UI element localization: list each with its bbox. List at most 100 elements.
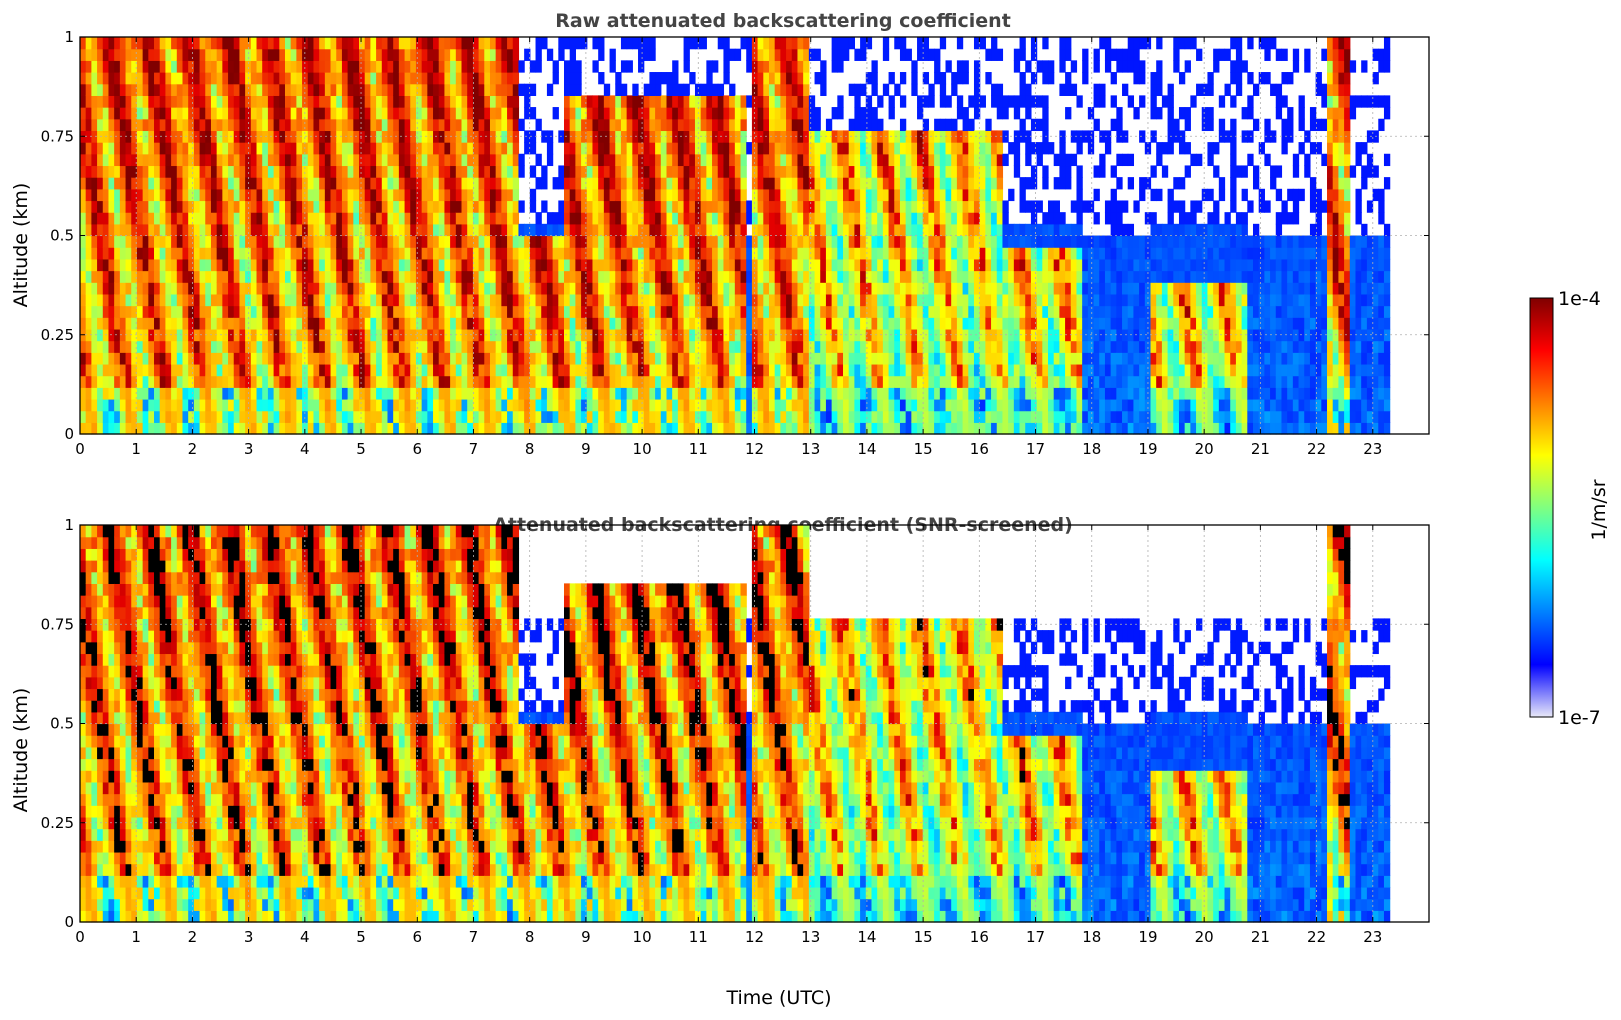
heatmap-cell — [706, 177, 713, 190]
heatmap-cell — [831, 177, 838, 190]
heatmap-cell — [222, 72, 229, 85]
heatmap-cell — [871, 317, 878, 330]
heatmap-cell — [717, 142, 725, 155]
heatmap-cell — [615, 130, 622, 143]
heatmap-cell — [677, 223, 685, 237]
heatmap-cell — [364, 165, 371, 178]
heatmap-cell — [193, 375, 201, 388]
heatmap-cell — [746, 247, 753, 260]
heatmap-cell — [843, 398, 850, 412]
heatmap-cell — [324, 375, 332, 388]
heatmap-cell — [552, 305, 559, 318]
heatmap-cell — [85, 258, 92, 272]
heatmap-cell — [233, 37, 241, 50]
heatmap-cell — [888, 142, 895, 155]
heatmap-cell — [803, 375, 810, 388]
heatmap-cell — [871, 375, 878, 388]
heatmap-cell — [626, 363, 633, 377]
heatmap-cell — [803, 212, 810, 225]
heatmap-cell — [410, 422, 417, 435]
heatmap-cell — [489, 398, 497, 412]
heatmap-cell — [740, 387, 747, 400]
heatmap-cell — [581, 328, 588, 342]
heatmap-cell — [450, 387, 457, 400]
heatmap-cell — [154, 118, 161, 132]
heatmap-cell — [768, 247, 776, 260]
heatmap-cell — [239, 375, 246, 388]
heatmap-cell — [581, 282, 588, 295]
heatmap-cell — [199, 165, 206, 178]
heatmap-cell — [882, 410, 890, 423]
heatmap-cell — [786, 410, 793, 423]
heatmap-cell — [313, 398, 320, 412]
heatmap-cell — [353, 305, 360, 318]
heatmap-cell — [245, 305, 252, 318]
heatmap-cell — [911, 293, 918, 307]
heatmap-cell — [501, 37, 508, 50]
heatmap-cell — [831, 142, 838, 155]
heatmap-cell — [495, 258, 502, 272]
heatmap-cell — [586, 363, 594, 377]
heatmap-cell — [774, 410, 781, 423]
heatmap-cell — [91, 188, 98, 202]
heatmap-cell — [165, 282, 172, 295]
heatmap-cell — [273, 142, 280, 155]
heatmap-cell — [706, 363, 713, 377]
heatmap-cell — [108, 387, 115, 400]
heatmap-cell — [911, 282, 918, 295]
heatmap-cell — [894, 235, 901, 248]
heatmap-cell — [273, 153, 280, 167]
heatmap-cell — [615, 200, 622, 213]
heatmap-cell — [564, 317, 571, 330]
heatmap-cell — [672, 223, 679, 237]
heatmap-cell — [404, 153, 411, 167]
heatmap-cell — [245, 363, 252, 377]
heatmap-cell — [91, 317, 98, 330]
heatmap-cell — [655, 375, 662, 388]
heatmap-cell — [450, 72, 457, 85]
heatmap-cell — [387, 398, 394, 412]
heatmap-cell — [831, 282, 838, 295]
heatmap-cell — [712, 340, 719, 353]
heatmap-cell — [615, 387, 622, 400]
heatmap-cell — [114, 363, 121, 377]
heatmap-cell — [176, 352, 184, 365]
heatmap-cell — [638, 340, 645, 353]
heatmap-cell — [814, 48, 821, 61]
heatmap-cell — [193, 410, 201, 423]
heatmap-cell — [712, 422, 719, 435]
heatmap-cell — [615, 305, 622, 318]
heatmap-cell — [102, 223, 110, 237]
heatmap-cell — [444, 118, 451, 132]
heatmap-cell — [803, 387, 810, 400]
heatmap-cell — [364, 153, 371, 167]
heatmap-cell — [734, 177, 742, 190]
heatmap-cell — [302, 153, 309, 167]
heatmap-cell — [945, 118, 952, 132]
heatmap-cell — [421, 72, 428, 85]
heatmap-cell — [336, 72, 343, 85]
heatmap-cell — [171, 305, 178, 318]
heatmap-cell — [871, 212, 878, 225]
heatmap-cell — [700, 235, 707, 248]
heatmap-cell — [808, 223, 816, 237]
heatmap-cell — [461, 177, 468, 190]
heatmap-cell — [165, 293, 172, 307]
heatmap-cell — [649, 130, 656, 143]
heatmap-cell — [649, 247, 656, 260]
heatmap-cell — [171, 235, 178, 248]
heatmap-cell — [888, 398, 895, 412]
heatmap-cell — [154, 375, 161, 388]
heatmap-cell — [501, 328, 508, 342]
heatmap-cell — [336, 375, 343, 388]
heatmap-cell — [774, 282, 781, 295]
heatmap-cell — [558, 363, 565, 377]
heatmap-cell — [319, 317, 326, 330]
heatmap-cell — [347, 212, 354, 225]
heatmap-cell — [159, 270, 167, 283]
heatmap-cell — [478, 188, 485, 202]
heatmap-cell — [199, 60, 206, 73]
heatmap-cell — [484, 118, 491, 132]
heatmap-cell — [814, 270, 821, 283]
heatmap-cell — [393, 37, 400, 50]
